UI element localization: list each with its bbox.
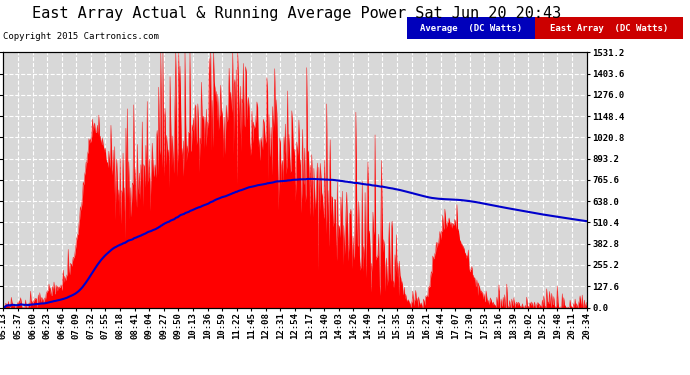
Text: Copyright 2015 Cartronics.com: Copyright 2015 Cartronics.com (3, 32, 159, 41)
Text: East Array Actual & Running Average Power Sat Jun 20 20:43: East Array Actual & Running Average Powe… (32, 6, 562, 21)
Text: Average  (DC Watts): Average (DC Watts) (420, 24, 522, 33)
Text: East Array  (DC Watts): East Array (DC Watts) (550, 24, 668, 33)
